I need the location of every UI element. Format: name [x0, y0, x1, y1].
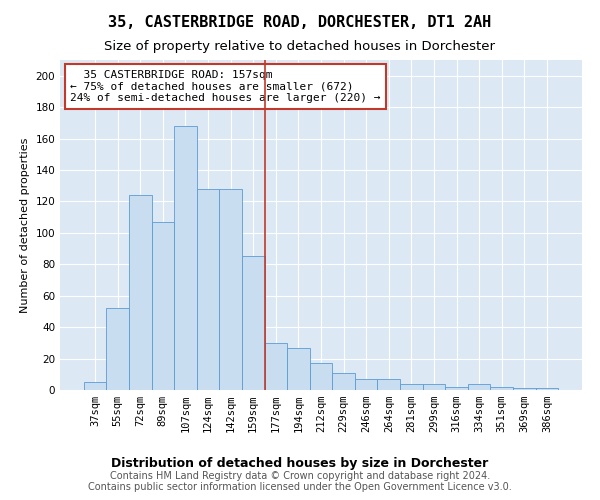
Bar: [332, 372, 355, 390]
Bar: [265, 343, 287, 390]
Bar: [287, 348, 310, 390]
Bar: [400, 384, 422, 390]
Text: 35 CASTERBRIDGE ROAD: 157sqm  
← 75% of detached houses are smaller (672)
24% of: 35 CASTERBRIDGE ROAD: 157sqm ← 75% of de…: [70, 70, 381, 103]
Text: Distribution of detached houses by size in Dorchester: Distribution of detached houses by size …: [112, 458, 488, 470]
Bar: [129, 195, 152, 390]
Bar: [422, 384, 445, 390]
Bar: [220, 189, 242, 390]
Bar: [197, 189, 220, 390]
Bar: [152, 222, 174, 390]
Bar: [355, 379, 377, 390]
Bar: [310, 364, 332, 390]
Bar: [242, 256, 265, 390]
Bar: [536, 388, 558, 390]
Bar: [513, 388, 536, 390]
Text: Size of property relative to detached houses in Dorchester: Size of property relative to detached ho…: [104, 40, 496, 53]
Bar: [106, 308, 129, 390]
Text: Contains HM Land Registry data © Crown copyright and database right 2024.
Contai: Contains HM Land Registry data © Crown c…: [88, 471, 512, 492]
Bar: [445, 387, 468, 390]
Bar: [490, 387, 513, 390]
Y-axis label: Number of detached properties: Number of detached properties: [20, 138, 30, 312]
Bar: [174, 126, 197, 390]
Text: 35, CASTERBRIDGE ROAD, DORCHESTER, DT1 2AH: 35, CASTERBRIDGE ROAD, DORCHESTER, DT1 2…: [109, 15, 491, 30]
Bar: [468, 384, 490, 390]
Bar: [84, 382, 106, 390]
Bar: [377, 379, 400, 390]
